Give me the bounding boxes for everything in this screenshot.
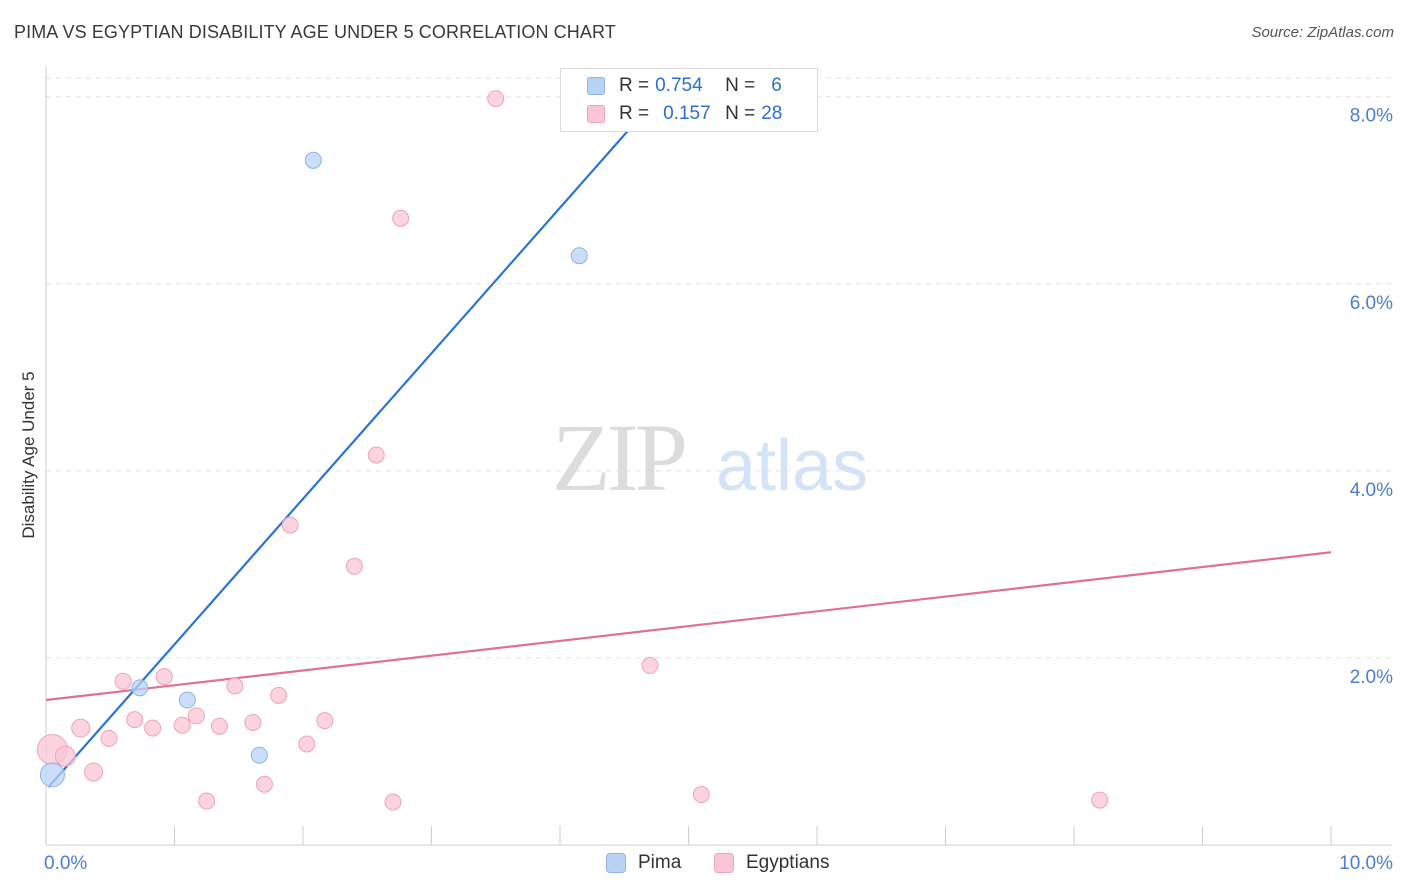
data-point-egyptians bbox=[54, 745, 76, 767]
data-point-egyptians bbox=[71, 718, 91, 738]
data-point-egyptians bbox=[367, 446, 385, 464]
data-point-egyptians bbox=[255, 775, 273, 793]
legend-row-pima: R = 0.754 N = 6 bbox=[587, 72, 782, 100]
legend-n-value: 6 bbox=[771, 75, 782, 96]
data-point-egyptians bbox=[244, 713, 262, 731]
series-legend-egyptians[interactable]: Egyptians bbox=[714, 852, 829, 874]
data-point-egyptians bbox=[1091, 791, 1109, 809]
data-point-egyptians bbox=[270, 686, 288, 704]
x-tick-label: 0.0% bbox=[44, 853, 87, 874]
data-point-egyptians bbox=[281, 516, 299, 534]
watermark-zip: ZIP bbox=[552, 404, 685, 511]
data-point-egyptians bbox=[100, 729, 118, 747]
data-point-egyptians bbox=[187, 707, 205, 725]
data-point-pima bbox=[39, 762, 65, 788]
series-label-egyptians: Egyptians bbox=[746, 852, 830, 873]
data-point-egyptians bbox=[345, 557, 363, 575]
data-point-egyptians bbox=[487, 90, 505, 108]
watermark: ZIP atlas bbox=[552, 404, 868, 511]
data-point-egyptians bbox=[692, 785, 710, 803]
points-layer bbox=[36, 90, 1109, 811]
axes-layer bbox=[45, 66, 1392, 846]
data-point-egyptians bbox=[144, 719, 162, 737]
trend-layer bbox=[45, 97, 1332, 788]
series-legend: Pima Egyptians bbox=[0, 852, 1406, 878]
legend-r-label: R = bbox=[619, 75, 650, 96]
data-point-egyptians bbox=[384, 793, 402, 811]
data-point-egyptians bbox=[114, 672, 132, 690]
legend-n-label: N = bbox=[725, 75, 756, 96]
y-axis-label: Disability Age Under 5 bbox=[19, 371, 38, 538]
series-swatch-pima bbox=[606, 853, 626, 873]
grid-layer bbox=[46, 77, 1392, 659]
data-point-egyptians bbox=[316, 712, 334, 730]
data-point-egyptians bbox=[84, 762, 104, 782]
x-tick-label: 10.0% bbox=[1339, 853, 1393, 874]
data-point-egyptians bbox=[298, 735, 316, 753]
legend-row-egyptians: R = 0.157 N = 28 bbox=[587, 100, 782, 128]
labels-layer: 2.0% 4.0% 6.0% 8.0% 0.0% 10.0% Disability Age … bbox=[19, 106, 1393, 874]
data-point-egyptians bbox=[198, 792, 216, 810]
y-tick-label: 4.0% bbox=[1350, 480, 1393, 501]
series-label-pima: Pima bbox=[638, 852, 682, 873]
source-label: Source: ZipAtlas.com bbox=[1251, 24, 1394, 41]
data-point-egyptians bbox=[392, 209, 410, 227]
data-point-pima bbox=[304, 151, 322, 169]
chart-title: PIMA VS EGYPTIAN DISABILITY AGE UNDER 5 … bbox=[14, 22, 616, 42]
legend-n-label: N = bbox=[725, 103, 756, 124]
legend-r-label: R = bbox=[619, 103, 650, 124]
data-point-egyptians bbox=[155, 668, 173, 686]
y-tick-label: 6.0% bbox=[1350, 293, 1393, 314]
data-point-egyptians bbox=[173, 716, 191, 734]
data-point-egyptians bbox=[641, 656, 659, 674]
stats-legend: R = 0.754 N = 6 R = 0.157 N = 28 bbox=[560, 68, 818, 132]
y-tick-label: 2.0% bbox=[1350, 667, 1393, 688]
data-point-pima bbox=[250, 746, 268, 764]
data-point-egyptians bbox=[226, 677, 244, 695]
legend-r-value: 0.754 bbox=[655, 75, 703, 96]
data-point-pima bbox=[178, 691, 196, 709]
legend-swatch-pima bbox=[587, 77, 605, 95]
data-point-egyptians bbox=[210, 717, 228, 735]
series-swatch-egyptians bbox=[714, 853, 734, 873]
data-point-pima bbox=[131, 679, 149, 697]
legend-r-value: 0.157 bbox=[663, 103, 711, 124]
legend-swatch-egyptians bbox=[587, 105, 605, 123]
y-tick-label: 8.0% bbox=[1350, 106, 1393, 127]
data-point-pima bbox=[570, 247, 588, 265]
watermark-atlas: atlas bbox=[716, 426, 868, 506]
trend-line-pima bbox=[47, 97, 658, 788]
data-point-egyptians bbox=[126, 711, 144, 729]
legend-n-value: 28 bbox=[761, 103, 783, 124]
trend-line-egyptians bbox=[45, 551, 1332, 702]
series-legend-pima[interactable]: Pima bbox=[606, 852, 681, 874]
